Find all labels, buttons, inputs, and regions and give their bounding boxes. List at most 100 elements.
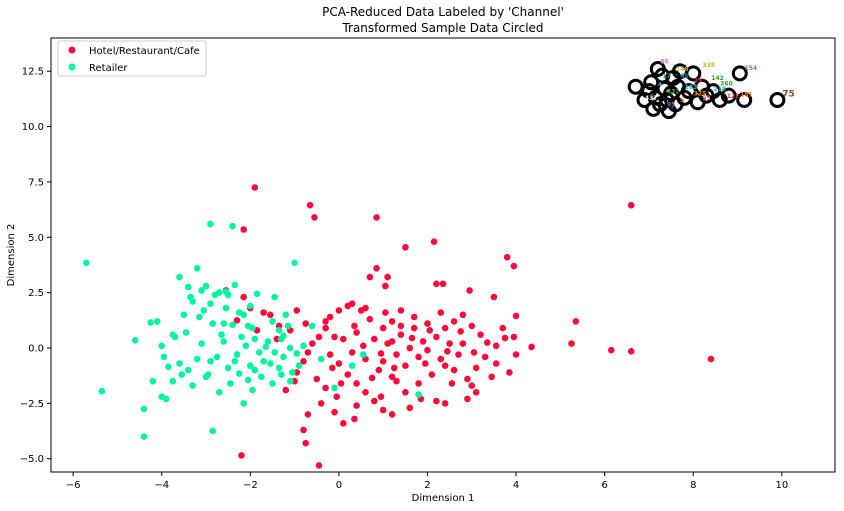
- data-point: [373, 265, 380, 272]
- data-point: [300, 426, 307, 434]
- x-tick-label: −6: [66, 480, 81, 491]
- sample-label: 23: [694, 77, 702, 84]
- data-point: [269, 380, 276, 387]
- data-point: [340, 420, 347, 427]
- sample-label: 260: [720, 81, 733, 88]
- sample-circle: [643, 74, 660, 91]
- sample-label: 5: [680, 97, 684, 104]
- data-point: [424, 320, 431, 327]
- data-point: [492, 360, 500, 367]
- sample-circle: [720, 87, 737, 104]
- sample-label: 146: [676, 66, 689, 73]
- legend-label-hotel-restaurant-cafe: Hotel/Restaurant/Cafe: [89, 46, 200, 57]
- y-tick-label: 12.5: [22, 67, 44, 78]
- data-point: [189, 382, 196, 389]
- sample-label: 218: [714, 86, 727, 93]
- data-point: [240, 293, 247, 301]
- data-point: [240, 400, 247, 407]
- data-point: [362, 304, 369, 312]
- data-point: [379, 406, 387, 414]
- data-point: [282, 311, 290, 319]
- data-point: [262, 343, 270, 351]
- data-point: [470, 349, 478, 356]
- chart-title: PCA-Reduced Data Labeled by 'Channel': [322, 5, 564, 19]
- data-point: [209, 320, 216, 327]
- sample-label: 154: [745, 65, 758, 72]
- data-point: [379, 324, 387, 332]
- data-point: [140, 405, 148, 413]
- data-point: [388, 373, 396, 381]
- data-point: [247, 362, 254, 370]
- data-point: [384, 273, 391, 281]
- sample-label: 142: [711, 75, 724, 82]
- data-point: [450, 366, 458, 374]
- data-point: [353, 380, 360, 387]
- sample-circle: [711, 92, 728, 108]
- data-point: [457, 328, 465, 335]
- data-point: [235, 370, 243, 377]
- data-point: [251, 366, 259, 374]
- data-point: [198, 287, 205, 294]
- data-point: [284, 322, 292, 330]
- data-point: [488, 373, 496, 381]
- data-point: [231, 358, 239, 365]
- data-point: [410, 324, 418, 332]
- data-point: [289, 369, 296, 376]
- data-point: [415, 380, 422, 387]
- data-point: [419, 338, 427, 345]
- data-point: [426, 327, 434, 334]
- data-point: [231, 281, 239, 289]
- data-point: [499, 324, 507, 332]
- x-tick-label: 4: [513, 480, 519, 491]
- data-point: [147, 319, 154, 326]
- data-point: [329, 364, 336, 372]
- data-point: [459, 311, 467, 319]
- data-point: [472, 389, 480, 396]
- data-point: [169, 377, 177, 385]
- data-point: [233, 351, 241, 358]
- circled-samples: 75 181 154 142 338 437 86 65 183 412 325 23 174 218 93…: [627, 59, 795, 120]
- data-point: [433, 280, 440, 288]
- sample-label: 95: [667, 102, 675, 109]
- data-point: [213, 353, 221, 361]
- data-point: [366, 315, 374, 323]
- data-point: [300, 342, 307, 350]
- data-point: [269, 318, 276, 325]
- x-tick-label: 6: [601, 480, 607, 491]
- data-point: [162, 395, 170, 403]
- sample-label: 93: [702, 95, 710, 102]
- data-point: [131, 337, 139, 344]
- data-point: [251, 184, 259, 191]
- y-tick-label: 0.0: [28, 344, 44, 355]
- sample-label: 75: [782, 90, 795, 100]
- data-point: [510, 262, 518, 270]
- data-point: [477, 331, 484, 339]
- sample-label: 437: [645, 95, 658, 102]
- data-point: [468, 382, 476, 389]
- data-point: [326, 313, 334, 321]
- data-point: [408, 334, 416, 342]
- sample-circle: [685, 65, 702, 82]
- data-point: [406, 344, 414, 352]
- sample-label: 4: [658, 82, 662, 89]
- data-point: [340, 335, 347, 343]
- data-point: [422, 360, 429, 367]
- data-point: [304, 411, 312, 418]
- data-point: [627, 201, 635, 209]
- data-point: [377, 393, 385, 401]
- data-point: [238, 452, 245, 459]
- data-point: [198, 340, 205, 347]
- y-tick-label: 7.5: [28, 177, 44, 188]
- legend-label-retailer: Retailer: [89, 63, 128, 74]
- data-point: [249, 386, 256, 394]
- data-point: [249, 324, 256, 332]
- sample-circle: [731, 65, 748, 82]
- data-point: [402, 244, 409, 251]
- sample-label: 181: [740, 92, 753, 99]
- sample-circle: [769, 92, 786, 108]
- data-point: [433, 397, 440, 405]
- data-point: [335, 360, 343, 367]
- plot-area: [51, 38, 835, 472]
- data-point: [286, 377, 294, 385]
- data-point: [568, 340, 575, 347]
